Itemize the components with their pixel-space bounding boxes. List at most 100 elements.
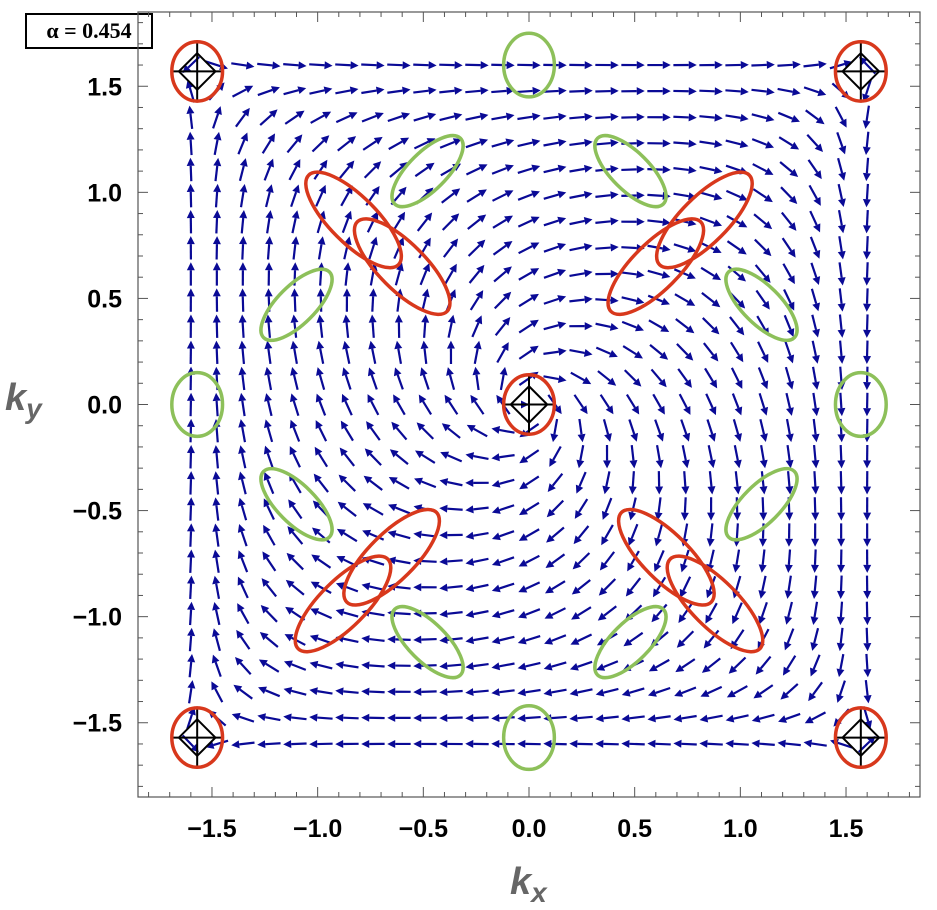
field-arrow [837, 523, 846, 547]
field-arrow [289, 393, 300, 417]
field-arrow [394, 262, 404, 286]
field-arrow [811, 340, 820, 364]
field-arrow [186, 418, 195, 443]
field-arrow [571, 606, 592, 620]
field-arrow [547, 473, 564, 492]
field-arrow [517, 138, 541, 148]
field-arrow [836, 575, 845, 599]
field-arrow [186, 366, 195, 391]
field-arrow [731, 602, 743, 625]
field-arrow [231, 740, 255, 749]
field-arrow [863, 523, 872, 547]
field-arrow [446, 367, 456, 390]
field-arrow [674, 686, 697, 697]
field-arrow [212, 549, 221, 573]
field-arrow [499, 366, 508, 391]
field-arrow [310, 111, 332, 124]
field-arrow [310, 608, 333, 620]
field-arrow [238, 445, 247, 469]
field-arrow [701, 291, 721, 308]
field-arrow [731, 393, 743, 416]
field-arrow [751, 113, 775, 123]
field-arrow [699, 216, 723, 227]
field-arrow [601, 524, 614, 546]
field-arrow [597, 370, 617, 386]
field-arrow [186, 314, 195, 338]
field-arrow [235, 107, 250, 128]
field-arrow [291, 210, 300, 234]
field-arrow [491, 688, 515, 697]
field-arrow [413, 687, 437, 696]
field-arrow [862, 131, 871, 156]
field-arrow [837, 497, 846, 521]
field-arrow [603, 445, 612, 469]
field-arrow [263, 445, 274, 469]
field-arrow [465, 636, 489, 645]
field-arrow [238, 340, 247, 365]
field-arrow [187, 627, 196, 652]
field-arrow [570, 371, 592, 385]
field-arrow [413, 635, 437, 644]
field-arrow [315, 184, 327, 207]
field-arrow [387, 739, 411, 748]
field-arrow [413, 713, 437, 722]
field-arrow [751, 60, 775, 69]
field-arrow [439, 557, 463, 566]
field-arrow [418, 394, 433, 416]
field-arrow [759, 445, 768, 469]
field-arrow [675, 318, 695, 334]
field-arrow [623, 369, 642, 387]
field-arrow [338, 160, 355, 180]
field-arrow [543, 242, 567, 253]
field-arrow [782, 655, 797, 676]
field-arrow [492, 190, 514, 202]
field-arrow [341, 367, 352, 390]
field-arrow [187, 549, 196, 573]
field-arrow [753, 684, 774, 699]
field-arrow [491, 739, 515, 748]
field-arrow [517, 688, 541, 697]
field-arrow [465, 61, 489, 70]
field-arrow [393, 394, 406, 416]
field-arrow [569, 243, 593, 252]
field-arrow [549, 445, 562, 467]
field-arrow [837, 262, 846, 286]
field-arrow [263, 158, 274, 181]
field-arrow [677, 368, 692, 388]
field-arrow [648, 658, 670, 672]
field-arrow [569, 217, 593, 226]
field-arrow [728, 656, 747, 674]
red-ellipse-marker [665, 554, 765, 654]
field-arrow [264, 419, 274, 443]
field-arrow [439, 112, 463, 122]
field-arrow [725, 739, 749, 748]
field-arrow [186, 340, 195, 364]
field-arrow [387, 86, 411, 95]
field-arrow [335, 740, 359, 749]
field-arrow [628, 419, 639, 442]
field-arrow [699, 714, 723, 723]
field-arrow [239, 236, 248, 260]
field-arrow [707, 471, 716, 495]
field-arrow [673, 113, 697, 122]
field-arrow [419, 263, 431, 286]
critical-point-markers [170, 31, 888, 772]
red-crossed-point-marker [501, 373, 557, 436]
field-arrow [314, 446, 329, 468]
field-arrow [809, 210, 821, 233]
field-arrow [601, 497, 613, 520]
field-arrow [621, 61, 645, 70]
field-arrow [257, 86, 280, 97]
green-ellipse-marker [724, 466, 799, 542]
field-arrow [335, 687, 359, 696]
field-arrow [834, 106, 847, 128]
field-arrow [572, 552, 591, 570]
field-arrow [544, 607, 566, 619]
field-arrow [837, 236, 846, 260]
field-arrow [236, 629, 251, 650]
field-arrow [517, 216, 540, 228]
field-arrow [283, 713, 307, 722]
field-arrow [335, 713, 359, 722]
field-arrow [264, 314, 273, 338]
field-arrow [286, 134, 303, 154]
